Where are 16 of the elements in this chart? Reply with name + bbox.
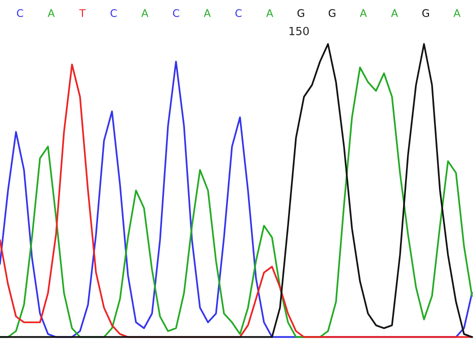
text: C: [110, 9, 117, 18]
text: G: [297, 9, 304, 18]
text: 150: [290, 26, 309, 36]
text: G: [422, 9, 429, 18]
text: G: [328, 9, 336, 18]
text: A: [48, 9, 55, 17]
text: C: [173, 9, 180, 18]
text: A: [454, 9, 460, 17]
text: A: [266, 9, 274, 17]
text: C: [235, 9, 242, 18]
text: C: [16, 9, 24, 18]
text: A: [360, 9, 367, 17]
text: T: [79, 9, 86, 17]
text: A: [204, 9, 211, 17]
text: A: [391, 9, 398, 17]
text: A: [141, 9, 148, 17]
